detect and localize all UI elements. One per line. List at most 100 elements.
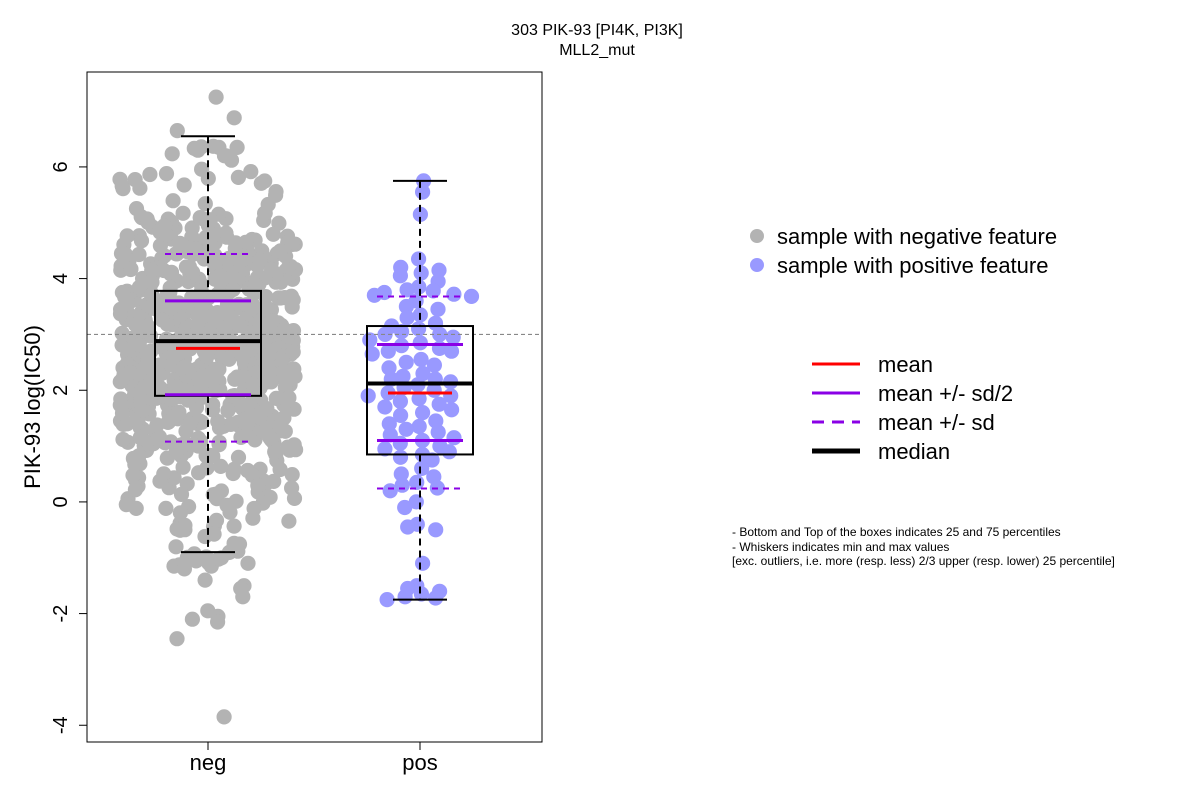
- point-neg: [210, 614, 226, 630]
- point-neg: [240, 555, 256, 571]
- point-neg: [212, 268, 228, 284]
- legend-pos-marker: [750, 258, 764, 272]
- point-pos: [393, 407, 409, 423]
- point-neg: [131, 337, 147, 353]
- point-neg: [210, 413, 226, 430]
- point-pos: [399, 282, 415, 298]
- point-neg: [185, 264, 201, 280]
- boxplots: [154, 135, 474, 601]
- point-neg: [235, 589, 251, 605]
- point-neg: [285, 344, 301, 360]
- legend-neg-label: sample with negative feature: [777, 224, 1057, 249]
- legend-halfsd-label: mean +/- sd/2: [878, 381, 1013, 406]
- point-neg: [197, 196, 213, 212]
- point-neg: [279, 328, 295, 344]
- point-neg: [127, 482, 143, 498]
- point-pos: [413, 351, 429, 368]
- point-pos: [431, 396, 447, 412]
- point-pos: [412, 335, 428, 351]
- point-neg: [286, 490, 303, 506]
- point-neg: [262, 430, 278, 446]
- point-neg: [168, 444, 184, 460]
- point-pos: [441, 444, 457, 460]
- legend-median-label: median: [878, 439, 950, 464]
- point-neg: [226, 461, 242, 477]
- point-pos: [381, 416, 397, 432]
- point-neg: [149, 417, 165, 433]
- point-neg: [229, 369, 245, 385]
- y-tick-label: 2: [50, 385, 72, 396]
- point-neg: [208, 486, 224, 502]
- point-pos: [400, 519, 416, 535]
- point-pos: [446, 286, 462, 302]
- point-neg: [154, 312, 170, 328]
- point-neg: [137, 379, 154, 395]
- point-pos: [430, 301, 446, 317]
- point-neg: [156, 218, 172, 234]
- point-neg: [144, 262, 160, 278]
- point-pos: [430, 424, 446, 440]
- point-neg: [224, 269, 241, 285]
- point-pos: [411, 418, 427, 435]
- point-neg: [230, 449, 247, 465]
- point-neg: [158, 500, 174, 516]
- point-pos: [398, 421, 414, 437]
- point-pos: [413, 586, 429, 602]
- point-neg: [265, 226, 281, 242]
- point-neg: [246, 500, 262, 517]
- point-pos: [380, 343, 396, 359]
- point-pos: [382, 483, 398, 499]
- point-neg: [131, 279, 147, 295]
- y-tick-label: -4: [50, 716, 72, 734]
- note-line-1: - Bottom and Top of the boxes indicates …: [732, 525, 1061, 539]
- point-pos: [379, 592, 395, 608]
- point-neg: [170, 411, 186, 427]
- point-neg: [202, 212, 218, 228]
- point-pos: [366, 287, 382, 303]
- point-pos: [397, 499, 413, 516]
- point-neg: [235, 348, 251, 364]
- point-neg: [150, 365, 167, 381]
- point-pos: [392, 268, 408, 284]
- point-neg: [152, 473, 168, 489]
- point-neg: [232, 317, 248, 333]
- point-pos: [444, 402, 460, 418]
- point-neg: [267, 444, 283, 460]
- point-neg: [191, 465, 207, 481]
- point-pos: [415, 555, 431, 571]
- point-pos: [446, 430, 462, 446]
- point-neg: [123, 261, 139, 277]
- point-neg: [200, 555, 217, 571]
- point-pos: [394, 477, 410, 493]
- point-neg: [165, 193, 181, 209]
- point-neg: [229, 139, 245, 155]
- point-pos: [428, 522, 444, 538]
- point-neg: [205, 227, 221, 243]
- point-pos: [364, 346, 380, 362]
- point-neg: [203, 447, 219, 464]
- point-neg: [213, 550, 230, 566]
- point-neg: [176, 177, 192, 193]
- point-neg: [173, 486, 190, 502]
- y-tick-label: 4: [50, 273, 72, 284]
- point-pos: [377, 326, 393, 342]
- point-neg: [133, 233, 150, 249]
- point-pos: [431, 262, 447, 278]
- point-neg: [127, 317, 144, 333]
- point-pos: [411, 251, 427, 267]
- plot-frame: [86, 71, 543, 743]
- point-neg: [131, 448, 147, 464]
- point-neg: [184, 611, 200, 627]
- point-neg: [273, 243, 289, 259]
- point-neg: [177, 359, 194, 375]
- point-neg: [211, 437, 227, 453]
- point-pos: [395, 368, 411, 384]
- point-neg: [140, 214, 156, 230]
- legend-pos-label: sample with positive feature: [777, 253, 1048, 278]
- sample-points: [112, 89, 480, 725]
- point-neg: [259, 401, 275, 417]
- point-pos: [392, 393, 408, 409]
- point-pos: [411, 279, 427, 295]
- x-axis: neg pos: [190, 742, 438, 775]
- point-pos: [392, 435, 408, 451]
